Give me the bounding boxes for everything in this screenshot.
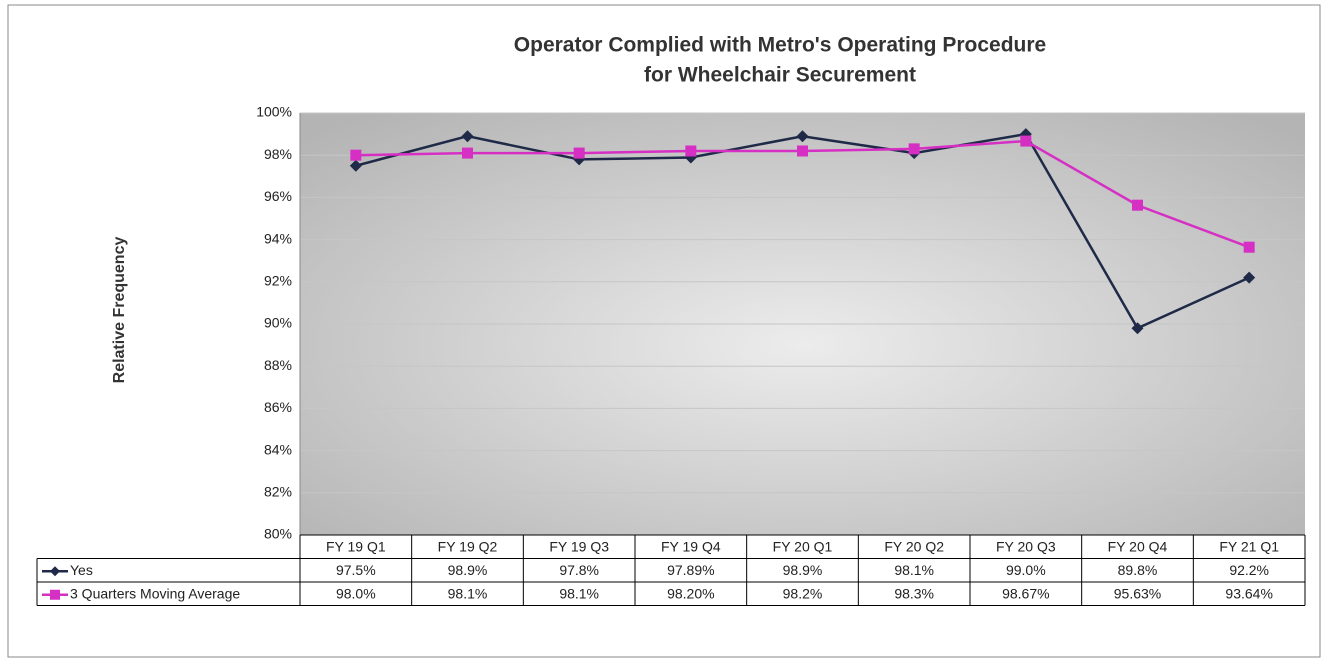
legend-label: 3 Quarters Moving Average — [70, 585, 240, 601]
chart-title: Operator Complied with Metro's Operating… — [514, 34, 1046, 57]
data-label: 98.1% — [448, 585, 488, 601]
y-tick-label: 90% — [264, 315, 292, 331]
point-marker — [349, 159, 362, 172]
point-marker — [908, 143, 920, 155]
y-tick-label: 84% — [264, 441, 292, 457]
point-marker — [50, 589, 60, 600]
x-tick-label: FY 20 Q1 — [773, 538, 833, 554]
data-label: 98.0% — [336, 585, 376, 601]
x-tick-label: FY 19 Q4 — [661, 538, 721, 554]
data-label: 98.9% — [448, 562, 488, 578]
data-label: 95.63% — [1114, 585, 1161, 601]
x-tick-label: FY 20 Q4 — [1108, 538, 1168, 554]
x-tick-label: FY 19 Q1 — [326, 538, 386, 554]
point-marker — [461, 130, 474, 143]
data-label: 99.0% — [1006, 562, 1046, 578]
point-marker — [1243, 271, 1256, 284]
data-label: 98.1% — [894, 562, 934, 578]
data-label: 93.64% — [1225, 585, 1272, 601]
data-label: 98.67% — [1002, 585, 1049, 601]
point-marker — [796, 130, 809, 143]
y-tick-label: 100% — [256, 104, 292, 120]
y-tick-label: 94% — [264, 230, 292, 246]
data-label: 98.2% — [783, 585, 823, 601]
data-label: 98.1% — [559, 585, 599, 601]
point-marker — [1131, 322, 1144, 335]
x-tick-label: FY 19 Q2 — [438, 538, 498, 554]
point-marker — [350, 149, 362, 161]
point-marker — [1132, 199, 1143, 211]
point-marker — [797, 145, 808, 157]
legend-label: Yes — [70, 562, 93, 578]
data-label: 89.8% — [1118, 562, 1158, 578]
data-label: 98.20% — [667, 585, 714, 601]
x-tick-label: FY 21 Q1 — [1219, 538, 1279, 554]
x-tick-label: FY 19 Q3 — [549, 538, 609, 554]
data-label: 97.89% — [667, 562, 714, 578]
data-label: 98.9% — [783, 562, 823, 578]
y-tick-label: 98% — [264, 146, 292, 162]
point-marker — [50, 566, 60, 577]
data-label: 98.3% — [894, 585, 934, 601]
point-marker — [1020, 135, 1032, 147]
y-tick-label: 86% — [264, 399, 292, 415]
y-tick-label: 82% — [264, 484, 292, 500]
data-label: 97.8% — [559, 562, 599, 578]
y-tick-label: 92% — [264, 273, 292, 289]
y-tick-label: 80% — [264, 526, 292, 542]
data-label: 97.5% — [336, 562, 376, 578]
x-tick-label: FY 20 Q2 — [884, 538, 944, 554]
x-tick-label: FY 20 Q3 — [996, 538, 1056, 554]
point-marker — [1243, 241, 1255, 253]
point-marker — [573, 147, 585, 159]
data-label: 92.2% — [1229, 562, 1269, 578]
y-tick-label: 88% — [264, 357, 292, 373]
point-marker — [685, 145, 697, 157]
y-tick-label: 96% — [264, 188, 292, 204]
chart-title: for Wheelchair Securement — [644, 64, 916, 87]
y-axis-label: Relative Frequency — [111, 237, 128, 384]
point-marker — [462, 147, 473, 159]
